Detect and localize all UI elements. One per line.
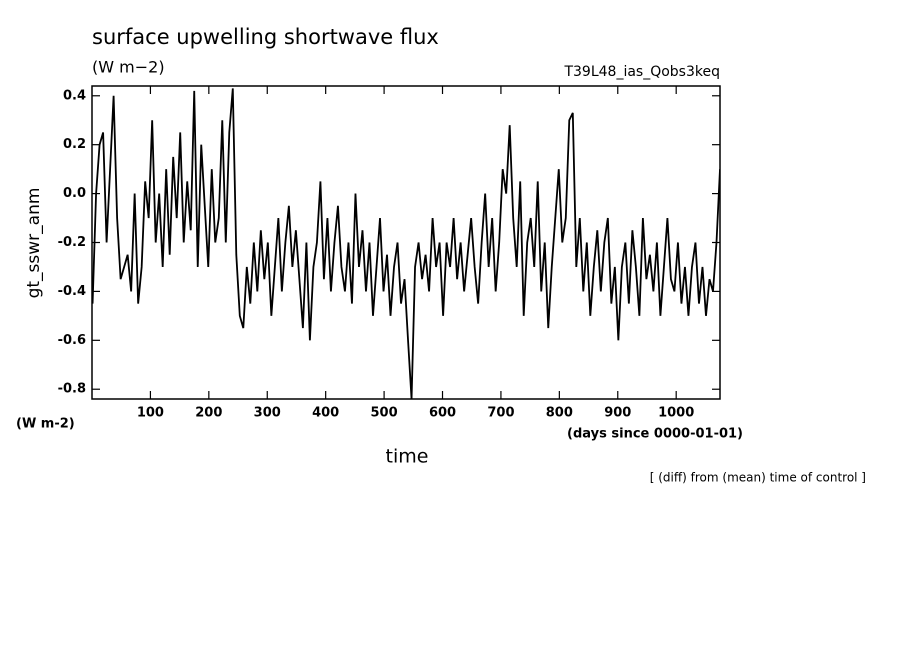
x-units: (days since 0000-01-01) — [567, 427, 743, 442]
data-line — [92, 88, 720, 399]
x-tick-label: 200 — [195, 406, 222, 421]
x-tick-label: 900 — [604, 406, 631, 421]
x-axis-label: time — [386, 446, 429, 468]
y-axis-label: gt_sswr_anm — [24, 188, 44, 299]
units-bottom: (W m-2) — [16, 417, 75, 432]
y-tick-label: -0.2 — [58, 235, 86, 250]
x-tick-label: 600 — [429, 406, 456, 421]
y-tick-label: -0.4 — [58, 284, 86, 299]
x-tick-label: 400 — [312, 406, 339, 421]
x-tick-label: 1000 — [658, 406, 694, 421]
y-tick-label: 0.4 — [63, 88, 86, 103]
chart-title: surface upwelling shortwave flux — [92, 25, 439, 49]
x-tick-label: 800 — [546, 406, 573, 421]
x-tick-label: 700 — [487, 406, 514, 421]
y-tick-label: 0.2 — [63, 137, 86, 152]
y-tick-label: 0.0 — [63, 186, 86, 201]
x-tick-label: 100 — [137, 406, 164, 421]
units-top: (W m−2) — [92, 58, 165, 77]
run-label: T39L48_ias_Qobs3keq — [563, 64, 720, 80]
y-tick-label: -0.6 — [58, 333, 86, 348]
note: [ (diff) from (mean) time of control ] — [650, 471, 866, 485]
y-tick-label: -0.8 — [58, 382, 86, 397]
x-tick-label: 300 — [254, 406, 281, 421]
x-tick-label: 500 — [371, 406, 398, 421]
